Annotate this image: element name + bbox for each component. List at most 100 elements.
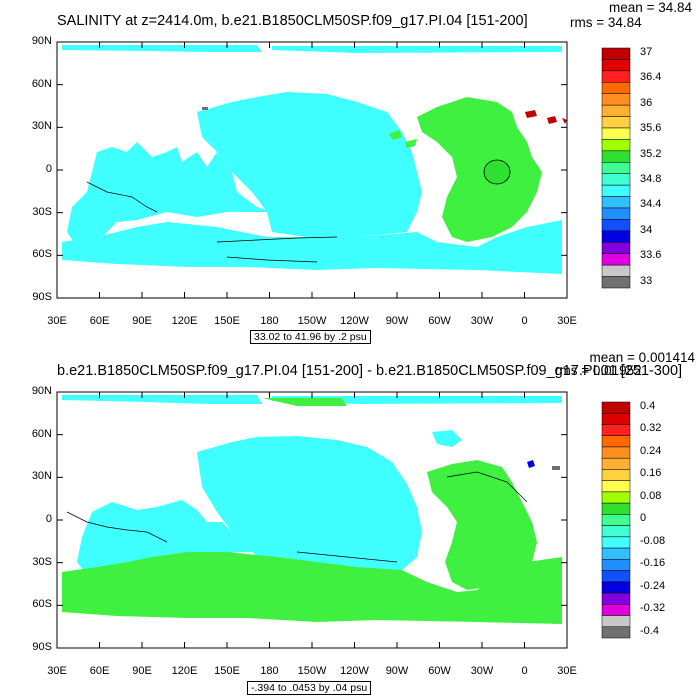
- colorbar-swatch: [601, 626, 631, 639]
- colorbar-swatch: [601, 230, 631, 243]
- colorbar-swatch: [601, 116, 631, 129]
- colorbar-label: 0.32: [640, 422, 662, 435]
- lat-label: 90N: [31, 35, 52, 47]
- lon-label: 60E: [89, 665, 110, 677]
- lon-label: 30W: [470, 665, 494, 677]
- lon-label: 120W: [340, 665, 369, 677]
- lon-label: 120W: [340, 315, 369, 327]
- colorbar-swatch: [601, 242, 631, 254]
- contour-line: [86, 181, 158, 213]
- lon-label: 150E: [214, 315, 240, 327]
- indian-ocean: [67, 142, 272, 247]
- lat-label: 0: [45, 163, 52, 175]
- gray-patch: [202, 107, 208, 110]
- colorbar-swatch: [601, 47, 631, 60]
- colorbar-label: 34.8: [640, 172, 662, 185]
- panel-1-map: [56, 41, 568, 299]
- lat-label: 60N: [31, 427, 52, 440]
- lat-label: 60S: [32, 598, 52, 611]
- lon-label: 0: [521, 315, 528, 327]
- colorbar-swatch: [601, 581, 631, 594]
- colorbar-label: -0.16: [640, 557, 666, 570]
- lon-label: 180: [260, 315, 279, 327]
- colorbar-swatch: [601, 253, 631, 266]
- colorbar-label: 0.24: [640, 444, 662, 457]
- colorbar-label: 33: [640, 274, 653, 287]
- colorbar-label: -0.08: [640, 534, 666, 547]
- colorbar-label: 0.4: [640, 400, 656, 412]
- colorbar-label: 36: [640, 96, 653, 109]
- panel-2-title: b.e21.B1850CLM50SP.f09_g17.PI.04 [151-20…: [57, 363, 683, 379]
- lon-label: 30E: [557, 665, 577, 677]
- lat-label: 0: [45, 513, 52, 525]
- southern-ocean-green: [62, 552, 562, 624]
- lat-label: 60S: [32, 248, 52, 261]
- colorbar-swatch: [601, 150, 631, 163]
- colorbar-swatch: [601, 127, 631, 140]
- colorbar-swatch: [601, 82, 631, 94]
- colorbar-swatch: [601, 514, 631, 526]
- lon-label: 150W: [297, 665, 327, 677]
- colorbar-swatch: [601, 184, 631, 197]
- lon-label: 0: [521, 665, 528, 677]
- lat-label: 30S: [32, 555, 52, 568]
- colorbar-label: 35.2: [640, 147, 662, 160]
- colorbar-swatch: [601, 162, 631, 174]
- lon-label: 30E: [47, 665, 67, 677]
- lat-label: 90S: [32, 641, 52, 653]
- contour-line-south: [216, 236, 338, 243]
- colorbar-swatch: [601, 219, 631, 232]
- lat-label: 60N: [31, 77, 52, 90]
- lon-label: 30W: [470, 315, 494, 327]
- indian-ocean: [77, 500, 277, 582]
- lon-label: 90E: [132, 315, 152, 327]
- colorbar-swatch: [601, 173, 631, 186]
- panel-1-rms: rms = 34.84: [570, 15, 642, 30]
- colorbar-label: 0: [640, 512, 647, 525]
- lat-label: 90N: [31, 385, 52, 397]
- colorbar-swatch: [601, 457, 631, 470]
- colorbar-swatch: [601, 104, 631, 117]
- colorbar-label: 34.4: [640, 198, 662, 211]
- colorbar-label: -0.32: [640, 602, 666, 615]
- colorbar-swatch: [601, 139, 631, 152]
- panel-2-map: [56, 391, 568, 649]
- colorbar-swatch: [601, 570, 631, 583]
- panel-2-ticks: [56, 391, 568, 649]
- colorbar-swatch: [601, 559, 631, 571]
- colorbar-swatch: [601, 401, 631, 414]
- lon-label: 30E: [557, 315, 577, 327]
- lon-label: 90E: [132, 665, 152, 677]
- lon-label: 90W: [385, 315, 409, 327]
- colorbar-swatch: [601, 264, 631, 277]
- lon-label: 150E: [214, 665, 240, 677]
- contour-line-3: [446, 471, 528, 503]
- colorbar-label: 37: [640, 46, 653, 58]
- arctic-green: [262, 398, 347, 406]
- mediterranean-red: [525, 110, 567, 124]
- lon-label: 120E: [171, 315, 198, 327]
- colorbar-swatch: [601, 424, 631, 436]
- north-atlantic-cyan: [432, 430, 462, 447]
- colorbar-label: -0.4: [640, 624, 659, 637]
- contour-line-south2: [226, 256, 318, 263]
- panel-2-rms: rms = 0.01952: [555, 363, 642, 378]
- mediterranean: [527, 460, 535, 468]
- colorbar-label: -0.24: [640, 579, 666, 592]
- lat-label: 30N: [31, 120, 52, 133]
- lat-label: 30N: [31, 470, 52, 483]
- colorbar-swatch: [601, 615, 631, 628]
- lon-label: 60E: [89, 315, 110, 327]
- lat-label: 90S: [32, 291, 52, 303]
- lon-label: 60W: [428, 665, 451, 677]
- contour-line: [66, 511, 168, 543]
- southern-ocean: [62, 220, 562, 274]
- pacific-ocean: [197, 92, 422, 237]
- colorbar-swatch: [601, 70, 631, 83]
- lon-label: 150W: [297, 315, 327, 327]
- pacific-ocean: [197, 436, 422, 572]
- colorbar-label: 0.16: [640, 467, 662, 480]
- lon-label: 30E: [47, 315, 67, 327]
- lon-label: 120E: [171, 665, 198, 677]
- panel-2-mean: mean = 0.001414: [589, 350, 695, 365]
